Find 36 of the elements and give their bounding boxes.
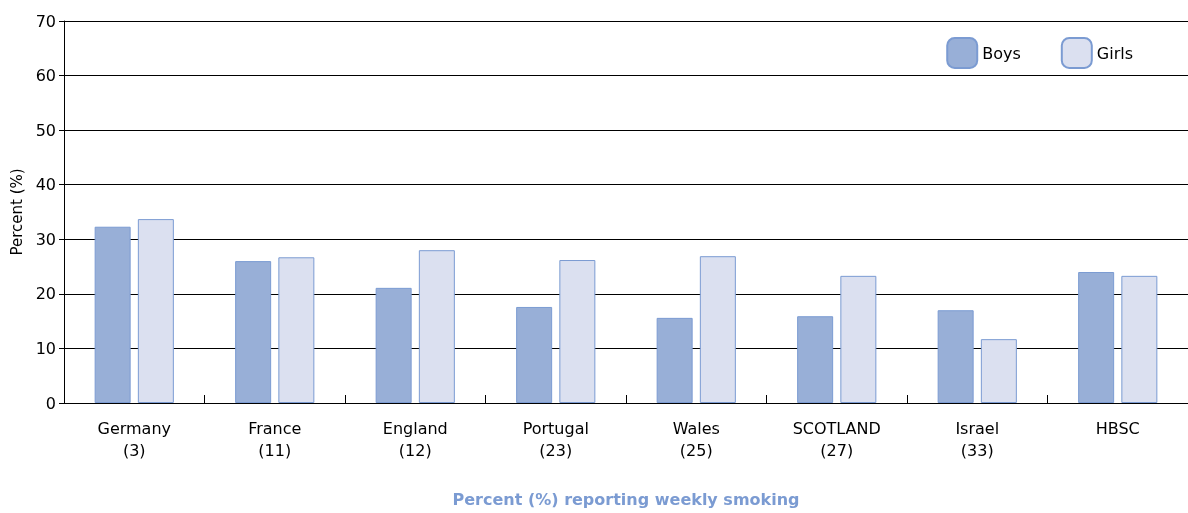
y-axis-title: Percent (%)	[8, 168, 27, 256]
bar	[797, 316, 834, 403]
bar	[418, 250, 455, 403]
bar	[656, 317, 693, 403]
bar	[937, 310, 974, 403]
y-tick-label: 0	[45, 393, 56, 413]
bar	[1078, 272, 1115, 403]
x-tick-label: HBSC	[1095, 418, 1140, 438]
x-tick-label: Wales (25)	[672, 418, 720, 460]
y-tick-label: 30	[35, 229, 56, 249]
legend-label: Girls	[1096, 43, 1133, 63]
x-tick-label: SCOTLAND (27)	[792, 418, 881, 460]
bar	[840, 275, 877, 403]
bar	[980, 339, 1017, 403]
bar	[559, 260, 596, 403]
bar	[278, 257, 315, 403]
bar	[699, 256, 736, 403]
y-tick-label: 50	[35, 120, 56, 140]
y-tick-label: 70	[35, 11, 56, 31]
bar	[137, 219, 174, 403]
y-tick-label: 10	[35, 338, 56, 358]
x-tick-label: England (12)	[382, 418, 448, 460]
bar	[1121, 275, 1158, 403]
bar	[375, 287, 412, 403]
x-tick-label: Portugal (23)	[522, 418, 589, 460]
bar	[94, 226, 131, 403]
x-tick-label: Israel (33)	[955, 418, 1000, 460]
bar	[516, 306, 553, 403]
x-axis-title: Percent (%) reporting weekly smoking	[452, 489, 800, 509]
y-tick-label: 60	[35, 66, 56, 86]
y-tick-label: 20	[35, 284, 56, 304]
legend-label: Boys	[982, 43, 1021, 63]
bar	[235, 261, 272, 403]
x-tick-label: France (11)	[248, 418, 302, 460]
x-tick-label: Germany (3)	[97, 418, 172, 460]
y-tick-label: 40	[35, 175, 56, 195]
